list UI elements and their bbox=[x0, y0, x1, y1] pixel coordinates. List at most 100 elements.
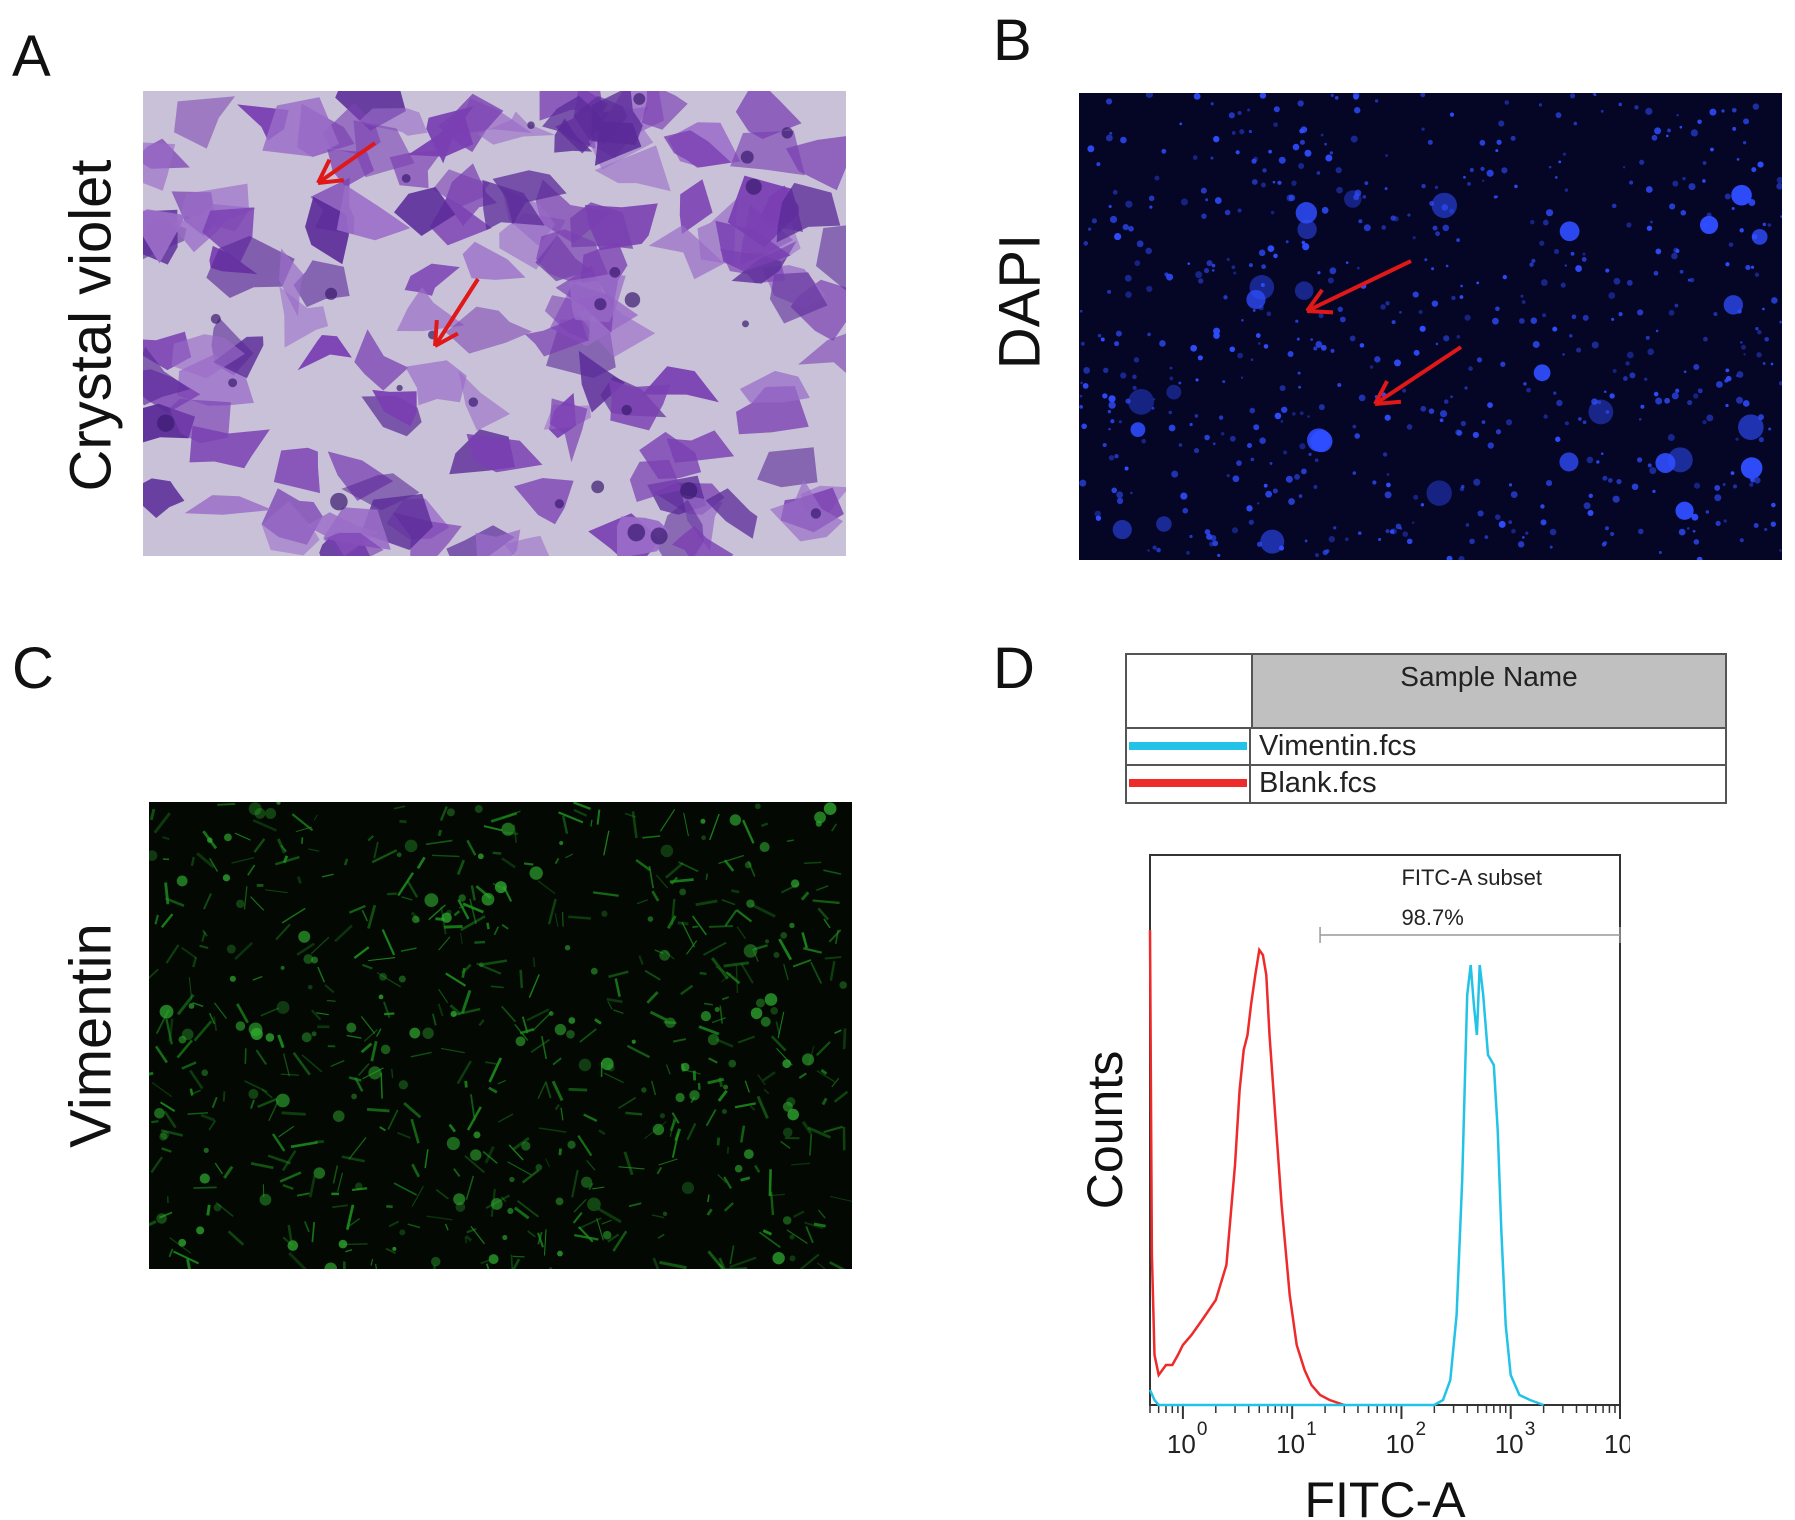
x-tick-exponent: 0 bbox=[1197, 1419, 1208, 1440]
vimentin-filament bbox=[316, 1012, 329, 1016]
dapi-nucleus bbox=[1193, 447, 1200, 454]
crystal-violet-cell bbox=[475, 529, 521, 556]
dapi-nucleus bbox=[1780, 215, 1782, 218]
dapi-nucleus bbox=[1087, 145, 1095, 153]
dapi-nucleus bbox=[1596, 460, 1600, 464]
vimentin-cell-body bbox=[714, 1007, 720, 1013]
dapi-nucleus bbox=[1128, 388, 1154, 415]
dapi-nucleus bbox=[1349, 335, 1356, 342]
dapi-nucleus bbox=[1675, 248, 1680, 253]
dapi-nucleus bbox=[1683, 370, 1687, 374]
dapi-nucleus bbox=[1122, 223, 1129, 231]
vimentin-filament bbox=[656, 1166, 663, 1175]
dapi-nucleus bbox=[1451, 295, 1456, 301]
vimentin-cell-body bbox=[178, 1035, 187, 1044]
dapi-nucleus bbox=[1336, 186, 1343, 194]
dapi-nucleus bbox=[1714, 494, 1722, 502]
vimentin-filament bbox=[697, 1082, 701, 1090]
dapi-nucleus bbox=[1374, 99, 1379, 103]
vimentin-filament bbox=[807, 1126, 832, 1139]
dapi-nucleus bbox=[1314, 458, 1319, 463]
vimentin-cell-body bbox=[507, 1207, 514, 1215]
vimentin-filament bbox=[443, 924, 463, 929]
dapi-nucleus bbox=[1102, 442, 1107, 448]
dapi-nucleus bbox=[1542, 219, 1549, 226]
dapi-nucleus bbox=[1114, 232, 1122, 241]
vimentin-filament bbox=[399, 819, 407, 824]
dapi-nucleus bbox=[1553, 248, 1560, 255]
dapi-nucleus bbox=[1582, 420, 1587, 425]
vimentin-filament bbox=[410, 1051, 432, 1058]
dapi-nucleus bbox=[1272, 180, 1276, 184]
legend-swatch-vimentin bbox=[1129, 742, 1247, 750]
dapi-nucleus bbox=[1743, 353, 1746, 356]
vimentin-filament bbox=[507, 1161, 532, 1176]
vimentin-filament bbox=[652, 1257, 660, 1269]
dapi-nucleus bbox=[1353, 194, 1360, 201]
dapi-nucleus bbox=[1571, 314, 1577, 320]
crystal-violet-cell bbox=[594, 145, 671, 192]
vimentin-filament bbox=[541, 1035, 548, 1060]
dapi-nucleus bbox=[1666, 134, 1669, 138]
dapi-nucleus bbox=[1352, 471, 1357, 475]
vimentin-filament bbox=[424, 1149, 429, 1169]
vimentin-filament bbox=[456, 859, 466, 876]
vimentin-filament bbox=[486, 922, 490, 930]
vimentin-filament bbox=[161, 1147, 172, 1153]
vimentin-filament bbox=[448, 1123, 457, 1133]
legend-label-vimentin: Vimentin.fcs bbox=[1259, 730, 1417, 762]
dapi-nucleus bbox=[1715, 520, 1721, 526]
vimentin-filament bbox=[768, 1169, 772, 1197]
vimentin-filament bbox=[407, 1223, 421, 1229]
vimentin-cell-body bbox=[815, 820, 822, 827]
vimentin-filament bbox=[644, 969, 661, 981]
vimentin-filament bbox=[665, 861, 684, 879]
vimentin-filament bbox=[756, 1095, 769, 1119]
dapi-nucleus bbox=[1231, 265, 1236, 270]
vimentin-cell-body bbox=[770, 1006, 778, 1015]
vimentin-filament bbox=[381, 929, 396, 956]
dapi-nucleus bbox=[1399, 311, 1402, 314]
dapi-nucleus bbox=[1419, 325, 1426, 332]
vimentin-filament bbox=[709, 925, 733, 928]
vimentin-cell-body bbox=[839, 981, 847, 989]
dapi-nucleus bbox=[1458, 555, 1465, 560]
x-tick-label: 10 bbox=[1495, 1429, 1524, 1459]
dapi-nucleus bbox=[1132, 385, 1137, 390]
dapi-nucleus bbox=[1586, 456, 1594, 464]
dapi-nucleus bbox=[1460, 284, 1463, 288]
vimentin-filament bbox=[244, 1080, 268, 1093]
dapi-nucleus bbox=[1498, 120, 1505, 127]
dapi-nucleus bbox=[1297, 219, 1317, 240]
vimentin-filament bbox=[211, 1096, 218, 1109]
dapi-nucleus bbox=[1258, 304, 1264, 311]
crystal-violet-cell bbox=[642, 366, 719, 403]
dapi-nucleus bbox=[1533, 364, 1551, 382]
vimentin-filament bbox=[636, 899, 648, 905]
dapi-nucleus bbox=[1426, 480, 1452, 506]
crystal-violet-cell bbox=[262, 97, 340, 157]
dapi-nucleus bbox=[1253, 424, 1260, 431]
vimentin-filament bbox=[723, 1202, 734, 1212]
dapi-nucleus bbox=[1210, 156, 1214, 160]
dapi-nucleus bbox=[1762, 222, 1767, 227]
dapi-nucleus bbox=[1260, 182, 1266, 188]
vimentin-cell-body bbox=[488, 1254, 499, 1265]
dapi-nucleus bbox=[1200, 187, 1207, 194]
dapi-nucleus bbox=[1463, 175, 1466, 179]
dapi-nucleus bbox=[1120, 136, 1127, 144]
dapi-nucleus bbox=[1128, 225, 1134, 232]
vimentin-filament bbox=[200, 1113, 216, 1122]
dapi-nucleus bbox=[1693, 363, 1700, 370]
dapi-nucleus bbox=[1637, 457, 1643, 463]
dapi-nucleus bbox=[1083, 241, 1089, 246]
dapi-nucleus bbox=[1435, 231, 1440, 237]
vimentin-filament bbox=[208, 1012, 216, 1025]
dapi-nucleus bbox=[1469, 538, 1475, 545]
dapi-nucleus bbox=[1292, 143, 1300, 151]
panel-a-side-label: Crystal violet bbox=[58, 159, 124, 492]
dapi-nucleus bbox=[1702, 161, 1707, 165]
vimentin-filament bbox=[261, 1088, 273, 1099]
dapi-nucleus bbox=[1212, 540, 1219, 547]
crystal-violet-cell bbox=[354, 329, 409, 391]
